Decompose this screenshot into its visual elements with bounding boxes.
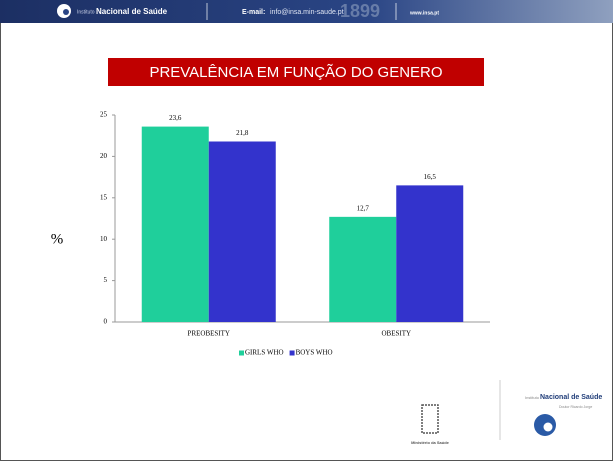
- legend-label: GIRLS WHO: [245, 349, 284, 357]
- value-label: 12,7: [357, 204, 370, 212]
- footer-logo-inner: [543, 422, 553, 432]
- bar: [396, 185, 464, 322]
- header-email: info@insa.min-saude.pt: [270, 9, 344, 16]
- value-label: 23,6: [169, 114, 182, 122]
- header-email-label: E-mail:: [242, 9, 265, 16]
- x-tick-label: OBESITY: [381, 330, 411, 338]
- y-tick-label: 25: [100, 111, 108, 119]
- header-bar: [0, 0, 613, 23]
- bar: [141, 126, 209, 322]
- legend-swatch: [289, 350, 295, 356]
- value-label: 21,8: [236, 129, 249, 137]
- bar: [329, 216, 397, 322]
- y-tick-label: 5: [104, 276, 108, 284]
- header-logo-inner: [63, 9, 69, 15]
- bar: [208, 141, 276, 322]
- y-tick-label: 0: [104, 318, 108, 326]
- footer-ministry: Ministério da Saúde: [411, 440, 450, 445]
- y-tick-label: 15: [100, 193, 108, 201]
- chart-title: PREVALÊNCIA EM FUNÇÃO DO GENERO: [149, 64, 442, 81]
- x-tick-label: PREOBESITY: [188, 330, 230, 338]
- footer-institute: Nacional de Saúde: [540, 394, 602, 401]
- header-year: 1899: [340, 1, 380, 21]
- header-institute: Nacional de Saúde: [96, 7, 168, 16]
- footer-institute-sub: Doutor Ricardo Jorge: [559, 405, 592, 409]
- y-tick-label: 20: [100, 152, 108, 160]
- header-website: www.insa.pt: [409, 10, 439, 16]
- y-tick-label: 10: [100, 235, 108, 243]
- plot: 0 5 10 15 20 25 PREOBESITY 23,6 21,8 OBESITY 12,7 1…: [100, 111, 490, 357]
- ministry-emblem: [421, 404, 439, 434]
- footer-institute-small: Instituto: [525, 395, 540, 400]
- header-institute-small: Instituto: [77, 9, 95, 15]
- y-axis-label: %: [51, 231, 64, 247]
- title-box: [108, 58, 484, 86]
- legend-swatch: [239, 350, 244, 356]
- value-label: 16,5: [424, 173, 437, 181]
- legend-label: BOYS WHO: [296, 349, 333, 357]
